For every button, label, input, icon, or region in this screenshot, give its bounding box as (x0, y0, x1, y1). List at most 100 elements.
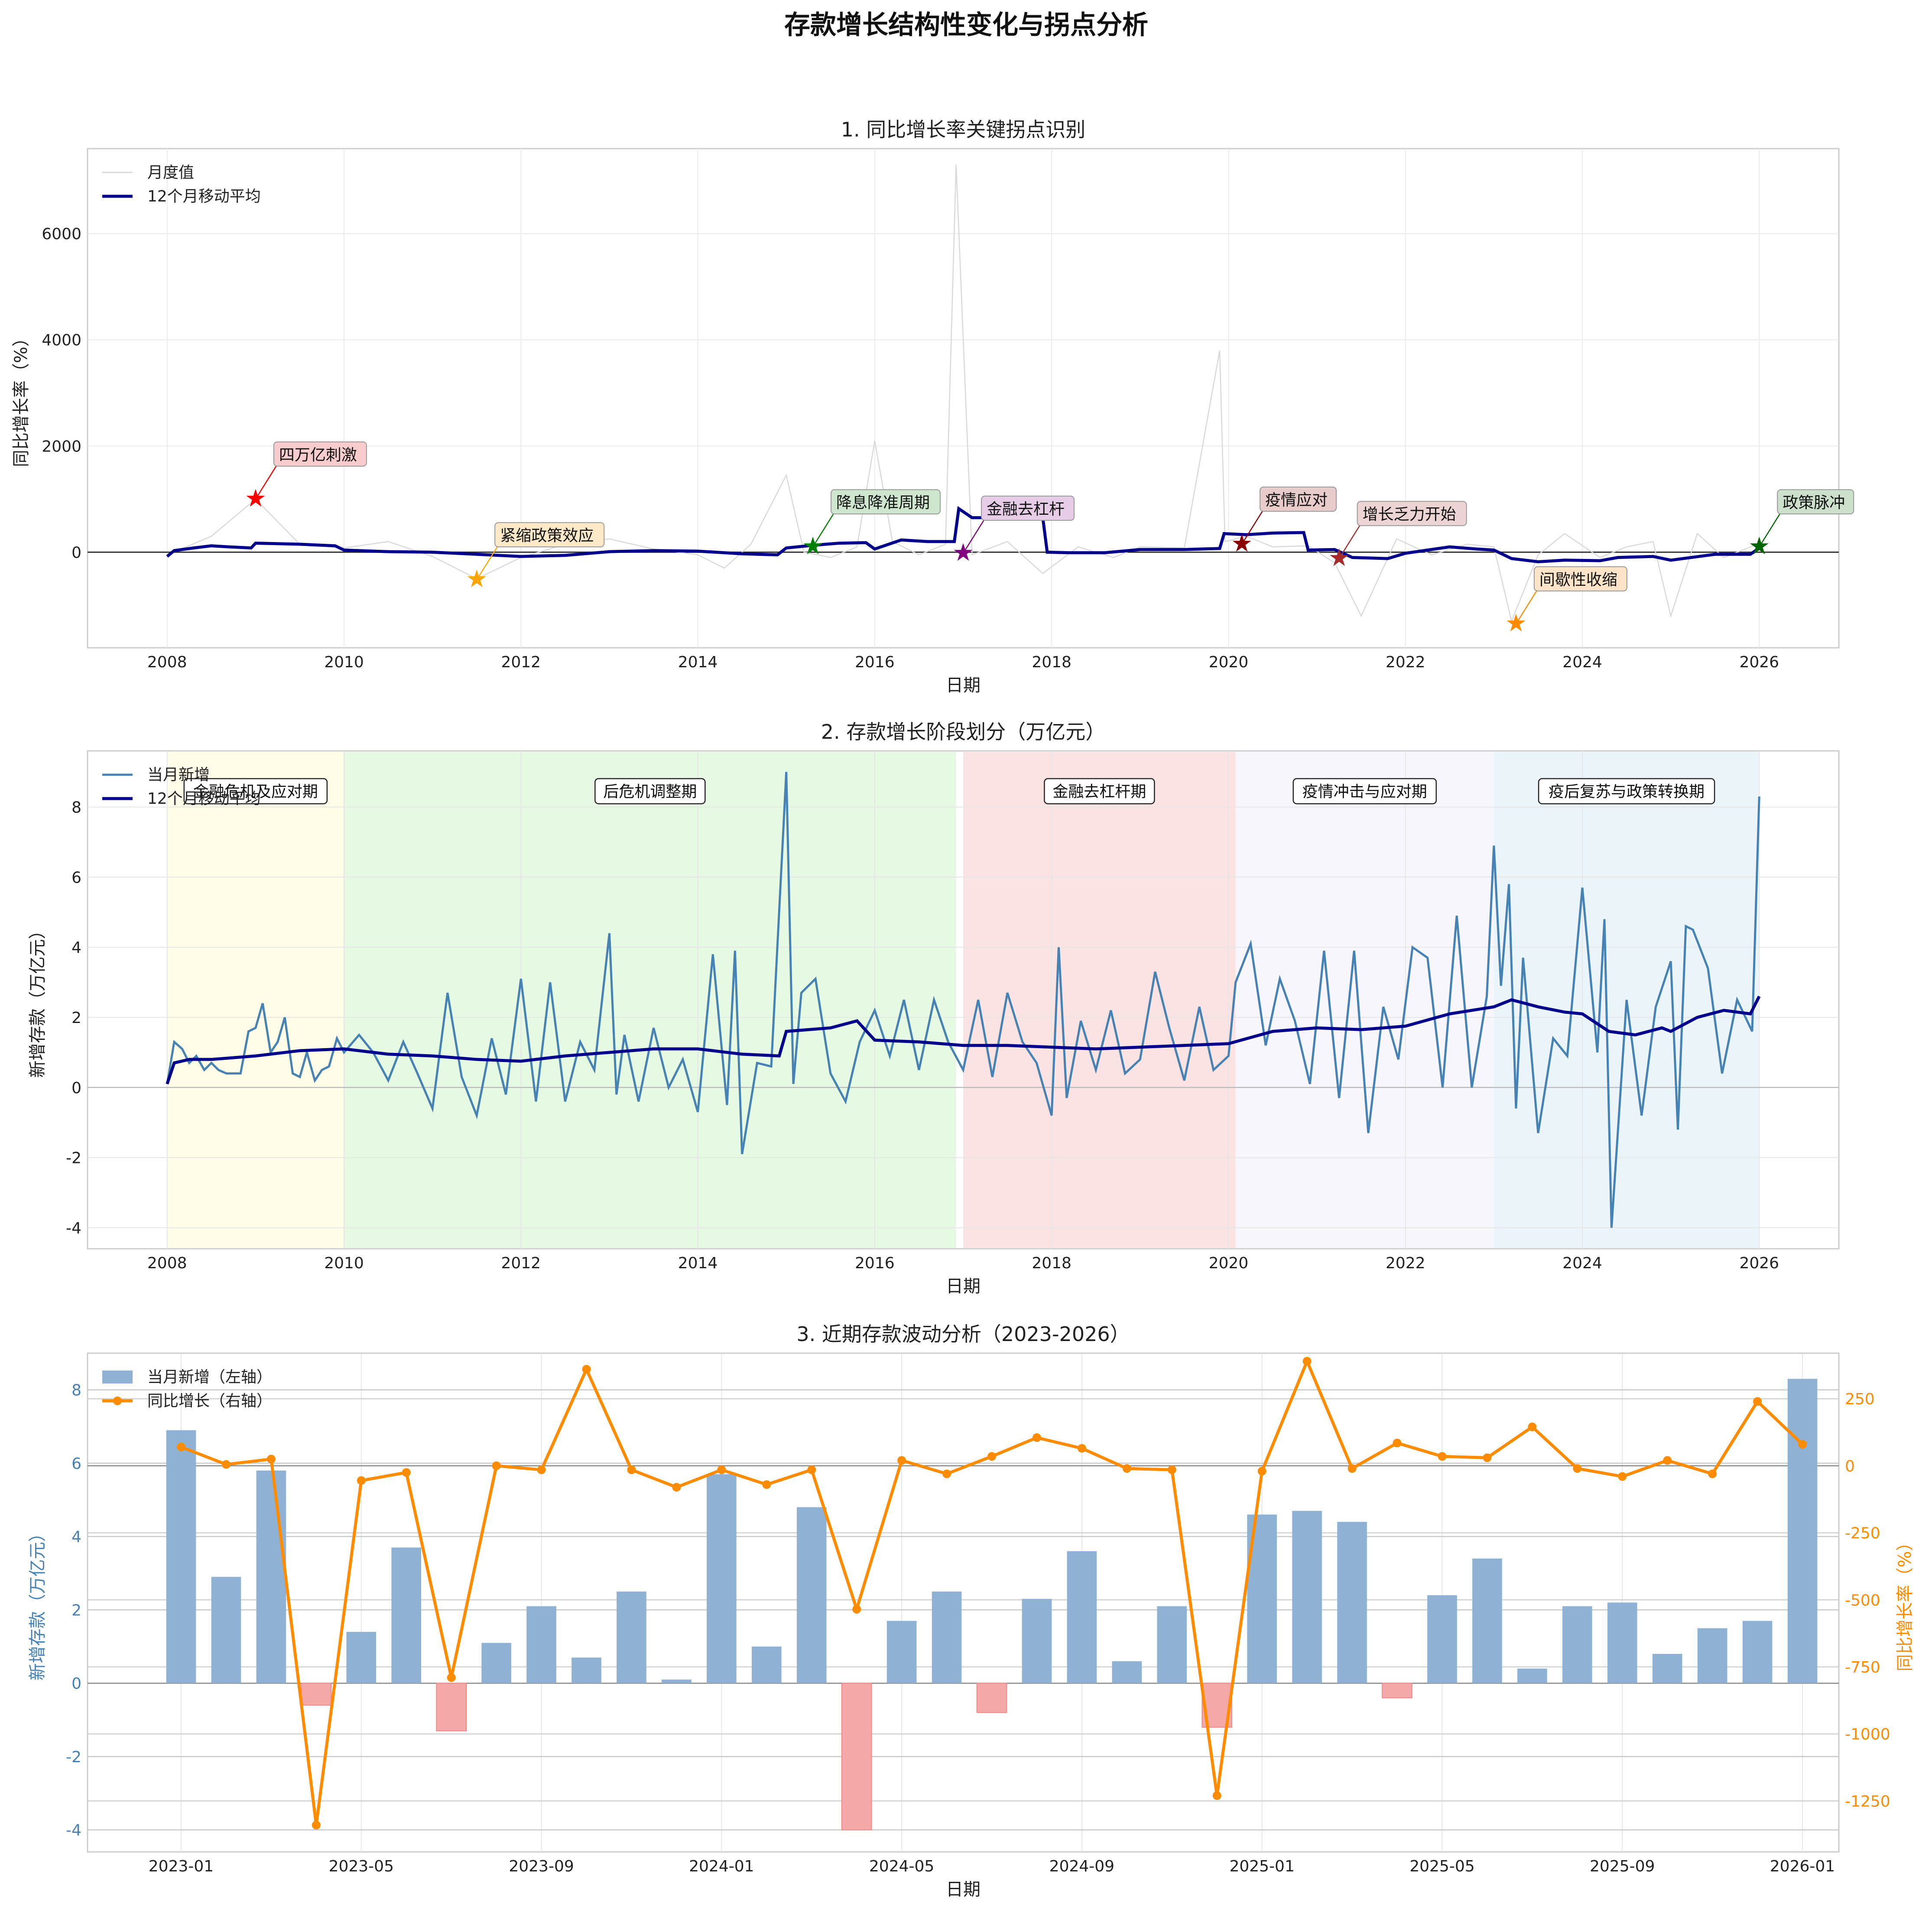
deposit-bar (1742, 1621, 1773, 1683)
x-tick-label: 2016 (855, 653, 895, 671)
y-tick-label: 0 (71, 1079, 81, 1097)
yoy-point (1573, 1464, 1582, 1473)
y-tick-label: 6 (71, 1455, 81, 1473)
annotation-arrow (812, 512, 835, 547)
phase-band (963, 752, 1236, 1248)
annotation-arrow (962, 518, 986, 554)
deposit-bar (1787, 1379, 1818, 1683)
yoy-point (1528, 1423, 1537, 1432)
x-tick-label: 2010 (324, 653, 364, 671)
x-tick-label: 2023-05 (329, 1858, 394, 1875)
deposit-bar (1292, 1510, 1322, 1683)
yoy-point (717, 1465, 726, 1475)
legend-swatch-yoy-marker (113, 1397, 122, 1405)
phase-label: 金融危机及应对期 (193, 783, 318, 801)
x-tick-label: 2018 (1032, 1254, 1072, 1272)
deposit-bar (617, 1591, 646, 1683)
x-tick-label: 2024 (1562, 653, 1602, 671)
phase-label: 金融去杠杆期 (1052, 783, 1146, 801)
y-tick-label: 0 (71, 544, 81, 562)
y-tick-label: 8 (71, 1382, 81, 1400)
deposit-bar (1607, 1602, 1637, 1683)
deposit-bar (571, 1657, 601, 1683)
y-axis-label: 新增存款（万亿元） (28, 922, 48, 1078)
annotation-box (1777, 489, 1854, 515)
deposit-bar (1697, 1628, 1727, 1683)
deposit-bar (1157, 1606, 1187, 1683)
annotation-label: 疫情应对 (1265, 491, 1328, 509)
turning-point-star: ★ (1505, 609, 1527, 637)
deposit-bar (1112, 1661, 1142, 1683)
deposit-bar (1067, 1551, 1097, 1683)
yoy-point (492, 1461, 501, 1470)
x-tick-label: 2014 (678, 653, 718, 671)
x-tick-label: 2022 (1386, 653, 1425, 671)
x-tick-label: 2026 (1739, 653, 1779, 671)
yoy-point (627, 1465, 636, 1475)
deposit-bar (526, 1606, 556, 1683)
yoy-point (987, 1452, 996, 1461)
yoy-point (402, 1468, 411, 1477)
series-moving-average-line (166, 995, 1761, 1085)
annotation-label: 四万亿刺激 (279, 446, 357, 464)
yoy-point (897, 1456, 906, 1465)
yoy-point (447, 1673, 456, 1682)
yoy-point (266, 1455, 276, 1464)
phase-label: 疫情冲击与应对期 (1302, 783, 1427, 801)
annotation-label: 增长乏力开始 (1363, 506, 1456, 523)
deposit-bar (166, 1430, 196, 1683)
deposit-bar (256, 1470, 286, 1683)
annotation-label: 政策脉冲 (1783, 494, 1845, 512)
y-right-tick-label: -1000 (1845, 1726, 1890, 1744)
deposit-bar (481, 1643, 511, 1683)
yoy-point (1393, 1439, 1402, 1448)
yoy-point (582, 1365, 591, 1374)
phase-label: 后危机调整期 (603, 783, 697, 801)
deposit-bar (211, 1577, 241, 1683)
annotation-box (981, 495, 1075, 521)
yoy-point (1077, 1444, 1086, 1453)
y-tick-label: 4 (71, 1528, 81, 1546)
phase-band (167, 752, 344, 1248)
phase-label-box (183, 778, 328, 805)
plot-area (87, 148, 1840, 649)
deposit-bar (1427, 1595, 1457, 1683)
legend-label: 当月新增 (147, 766, 210, 784)
yoy-point (1212, 1791, 1221, 1800)
y-right-tick-label: -500 (1845, 1591, 1880, 1609)
annotation-arrow (1515, 589, 1538, 624)
yoy-point (1122, 1464, 1131, 1473)
x-tick-label: 2012 (501, 653, 541, 671)
y-right-tick-label: -1250 (1845, 1793, 1890, 1810)
phase-band (344, 752, 956, 1248)
annotation-arrow (476, 545, 499, 580)
annotation-box (273, 441, 367, 467)
legend: 月度值 12个月移动平均 (102, 164, 261, 205)
legend-swatch-bar (102, 1371, 133, 1384)
y-tick-label: 8 (71, 799, 81, 816)
deposit-bar (932, 1591, 962, 1683)
yoy-point (942, 1469, 951, 1478)
y-tick-label: -2 (66, 1150, 81, 1167)
deposit-bar (707, 1474, 737, 1683)
annotation-label: 紧缩政策效应 (500, 527, 594, 545)
deposit-bar (841, 1682, 872, 1831)
phase-label-box (1044, 778, 1155, 805)
y-tick-label: 4000 (42, 331, 81, 349)
turning-point-star: ★ (1748, 532, 1770, 560)
y-tick-label: 2 (71, 1009, 81, 1027)
y-tick-label: 2 (71, 1601, 81, 1619)
legend-label: 12个月移动平均 (147, 790, 261, 808)
series-monthly-line (167, 164, 1760, 623)
annotation-box (1357, 501, 1467, 526)
legend: 当月新增（左轴） 同比增长（右轴） (102, 1368, 272, 1410)
y-right-tick-label: -250 (1845, 1525, 1880, 1543)
x-tick-label: 2024-05 (869, 1858, 934, 1875)
x-tick-label: 2025-01 (1229, 1858, 1294, 1875)
y-right-axis-label: 同比增长率（%） (1895, 1533, 1915, 1671)
yoy-point (357, 1476, 366, 1485)
deposit-bar (662, 1679, 692, 1683)
x-tick-label: 2008 (147, 1254, 187, 1272)
y-right-tick-label: 0 (1845, 1458, 1855, 1475)
yoy-point (1798, 1440, 1807, 1449)
